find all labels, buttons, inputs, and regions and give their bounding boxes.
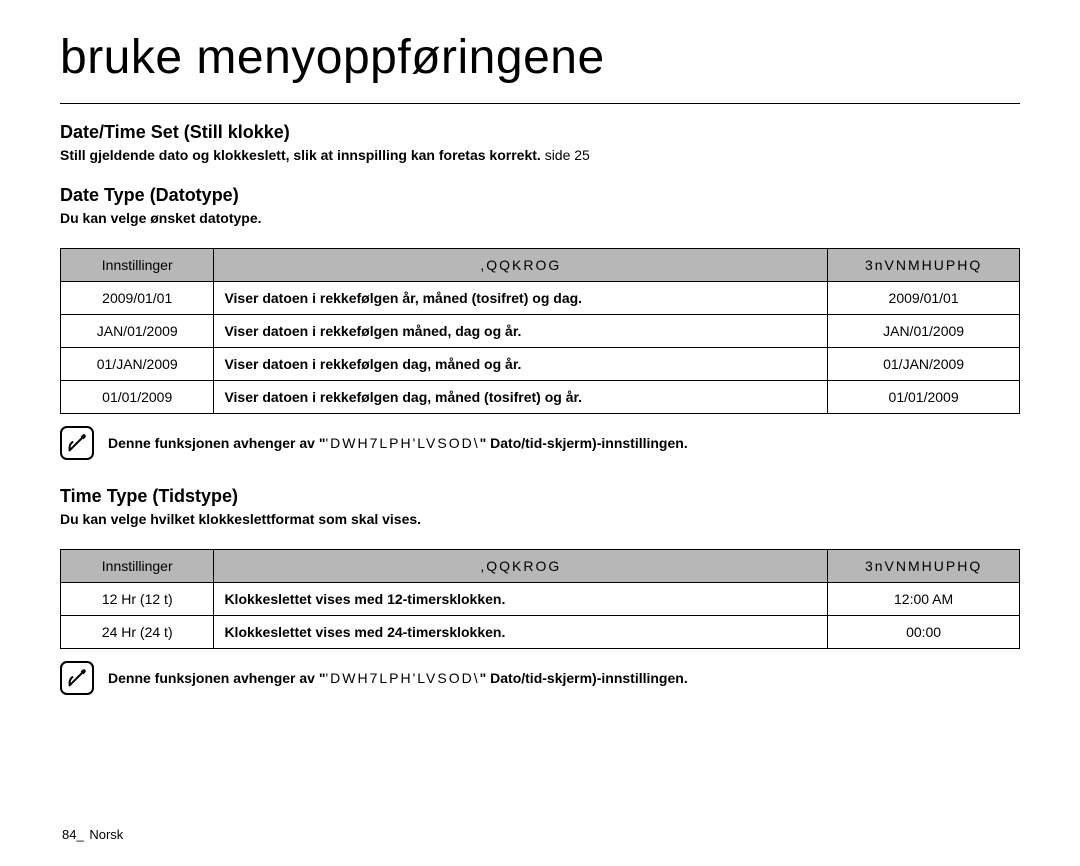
cell: Viser datoen i rekkefølgen måned, dag og… [214,315,828,348]
cell: 01/JAN/2009 [828,348,1020,381]
note-text: Denne funksjonen avhenger av "'DWH7LPH'L… [108,435,688,451]
th-onscreen: 3nVNMHUPHQ [828,550,1020,583]
cell: 2009/01/01 [61,282,214,315]
section1-desc-text: Still gjeldende dato og klokkeslett, sli… [60,147,541,163]
table-header-row: Innstillinger ,QQKROG 3nVNMHUPHQ [61,550,1020,583]
section2-desc: Du kan velge ønsket datotype. [60,210,1020,226]
section3-desc: Du kan velge hvilket klokkeslettformat s… [60,511,1020,527]
section1-ref: side 25 [545,147,590,163]
section-date-type: Date Type (Datotype) Du kan velge ønsket… [60,185,1020,460]
footer-lang: Norsk [89,827,123,842]
section2-title: Date Type (Datotype) [60,185,1020,206]
cell: Klokkeslettet vises med 12-timersklokken… [214,583,828,616]
th-settings: Innstillinger [61,550,214,583]
table-header-row: Innstillinger ,QQKROG 3nVNMHUPHQ [61,249,1020,282]
page-footer: 84_ Norsk [62,827,123,842]
th-settings: Innstillinger [61,249,214,282]
section1-title: Date/Time Set (Still klokke) [60,122,1020,143]
table-row: 12 Hr (12 t) Klokkeslettet vises med 12-… [61,583,1020,616]
cell: 2009/01/01 [828,282,1020,315]
table-row: 01/JAN/2009 Viser datoen i rekkefølgen d… [61,348,1020,381]
cell: Viser datoen i rekkefølgen dag, måned (t… [214,381,828,414]
cell: JAN/01/2009 [61,315,214,348]
note-post: " Dato/tid-skjerm)-innstillingen. [480,435,688,451]
section3-note: Denne funksjonen avhenger av "'DWH7LPH'L… [60,661,1020,695]
page-number: 84_ [62,827,84,842]
cell: Viser datoen i rekkefølgen dag, måned og… [214,348,828,381]
table-row: JAN/01/2009 Viser datoen i rekkefølgen m… [61,315,1020,348]
table-row: 2009/01/01 Viser datoen i rekkefølgen år… [61,282,1020,315]
cell: 24 Hr (24 t) [61,616,214,649]
title-divider [60,103,1020,104]
page-title: bruke menyoppføringene [60,30,1020,85]
note-quoted: 'DWH7LPH'LVSOD\ [325,435,479,451]
note-pre: Denne funksjonen avhenger av " [108,670,325,686]
note-text: Denne funksjonen avhenger av "'DWH7LPH'L… [108,670,688,686]
cell: 12:00 AM [828,583,1020,616]
cell: Klokkeslettet vises med 24-timersklokken… [214,616,828,649]
section-time-type: Time Type (Tidstype) Du kan velge hvilke… [60,486,1020,695]
note-icon [60,661,94,695]
section-datetime-set: Date/Time Set (Still klokke) Still gjeld… [60,122,1020,163]
date-type-table: Innstillinger ,QQKROG 3nVNMHUPHQ 2009/01… [60,248,1020,414]
note-quoted: 'DWH7LPH'LVSOD\ [325,670,479,686]
table-row: 24 Hr (24 t) Klokkeslettet vises med 24-… [61,616,1020,649]
cell: Viser datoen i rekkefølgen år, måned (to… [214,282,828,315]
cell: JAN/01/2009 [828,315,1020,348]
cell: 00:00 [828,616,1020,649]
table-row: 01/01/2009 Viser datoen i rekkefølgen da… [61,381,1020,414]
th-onscreen: 3nVNMHUPHQ [828,249,1020,282]
time-type-table: Innstillinger ,QQKROG 3nVNMHUPHQ 12 Hr (… [60,549,1020,649]
section1-desc: Still gjeldende dato og klokkeslett, sli… [60,147,1020,163]
cell: 01/01/2009 [61,381,214,414]
note-icon [60,426,94,460]
note-pre: Denne funksjonen avhenger av " [108,435,325,451]
section3-title: Time Type (Tidstype) [60,486,1020,507]
cell: 12 Hr (12 t) [61,583,214,616]
cell: 01/JAN/2009 [61,348,214,381]
section2-note: Denne funksjonen avhenger av "'DWH7LPH'L… [60,426,1020,460]
note-post: " Dato/tid-skjerm)-innstillingen. [480,670,688,686]
cell: 01/01/2009 [828,381,1020,414]
th-content: ,QQKROG [214,249,828,282]
th-content: ,QQKROG [214,550,828,583]
